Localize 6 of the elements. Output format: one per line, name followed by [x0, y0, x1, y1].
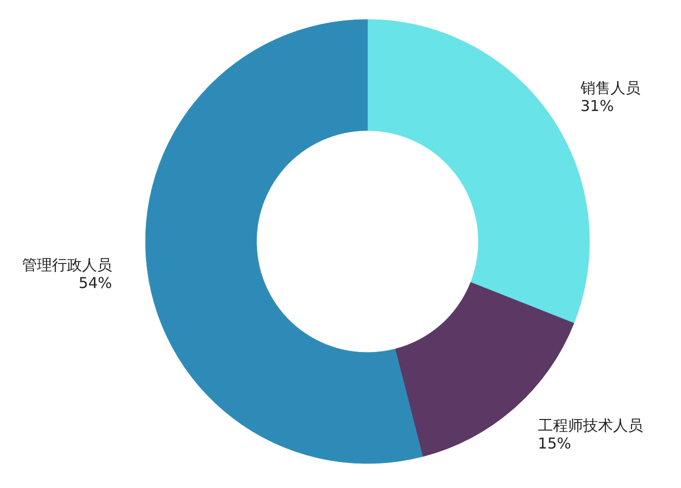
- slice-label: 管理行政人员: [22, 256, 112, 274]
- slice-label: 销售人员: [579, 78, 640, 97]
- data-label: 54%: [78, 274, 112, 292]
- slice-label: 工程师技术人员: [538, 416, 643, 435]
- data-label: 31%: [580, 96, 614, 115]
- data-label: 15%: [538, 434, 572, 453]
